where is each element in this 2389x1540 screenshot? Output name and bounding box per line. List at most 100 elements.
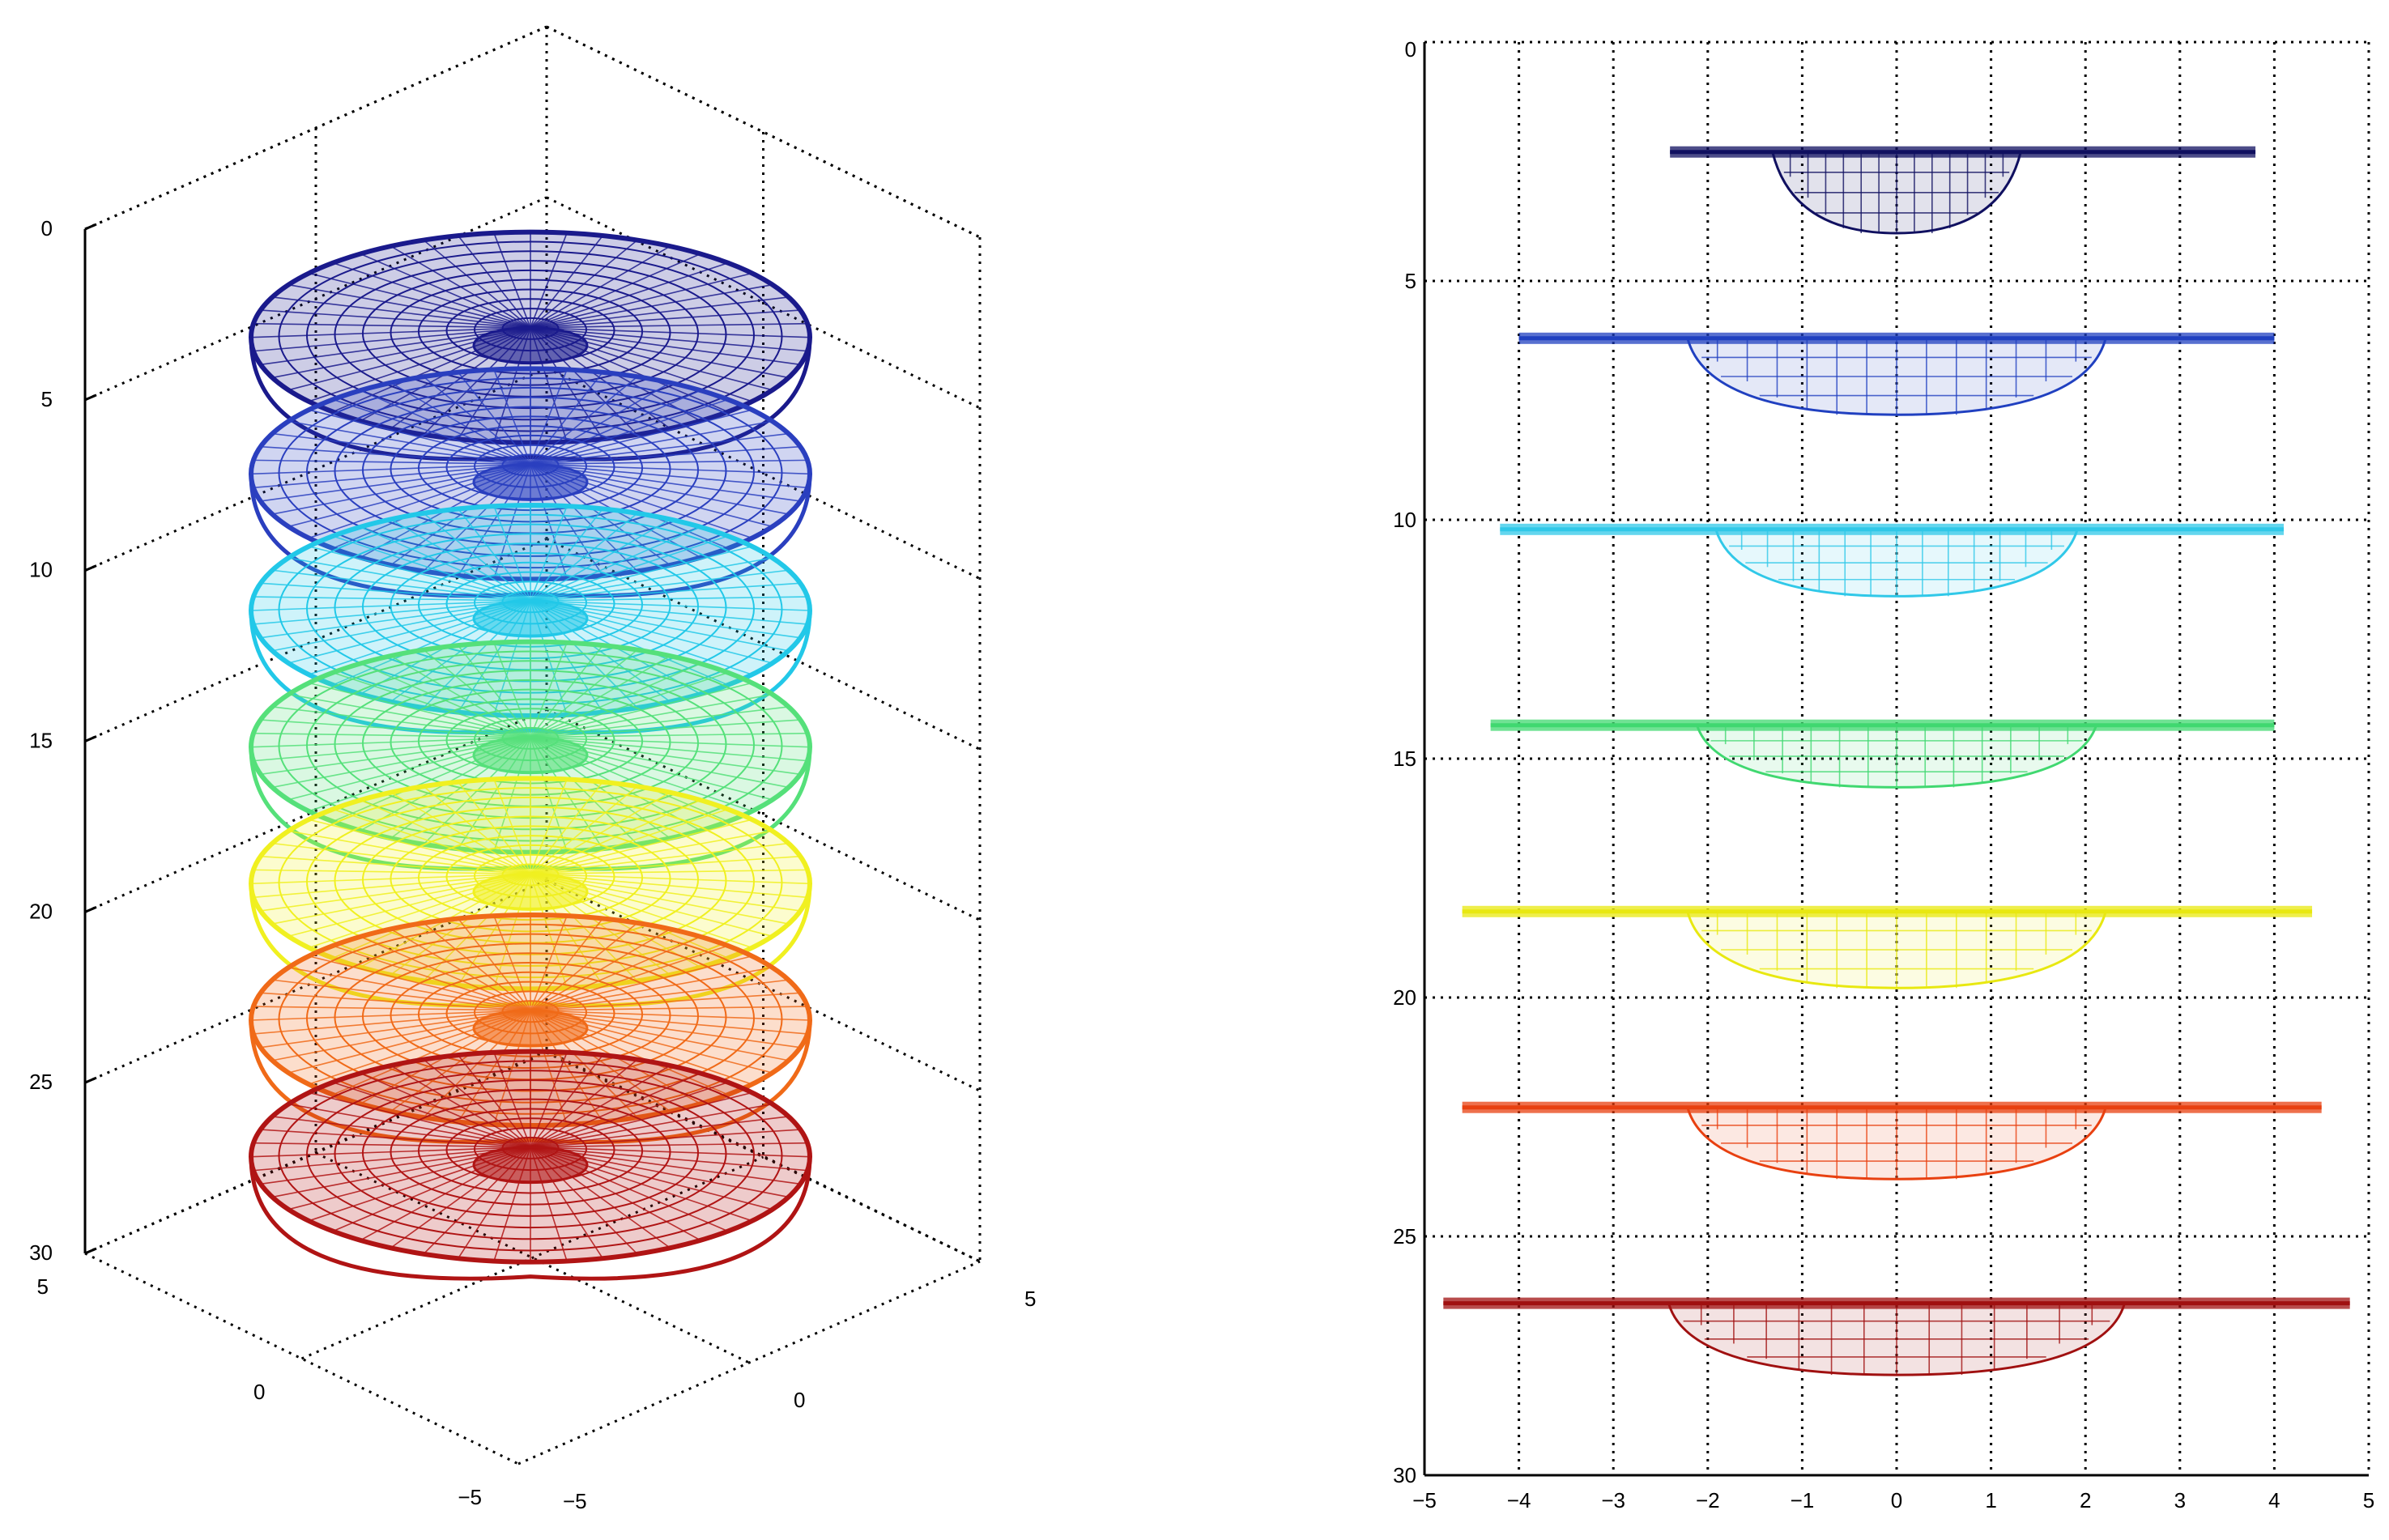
- layer-radial-line: [530, 1146, 811, 1158]
- profile-series: [1443, 1297, 2350, 1376]
- layer-radial-line: [360, 253, 531, 329]
- layer-radial-line: [332, 671, 531, 738]
- layer-radial-line: [530, 655, 671, 738]
- layer-radial-line: [260, 309, 531, 329]
- layer-radial-line: [253, 1142, 531, 1148]
- layer-radial-line: [530, 398, 729, 466]
- back-left-wall-z-grid: [84, 367, 547, 572]
- layer-radial-line: [530, 513, 638, 602]
- profile-series: [1462, 905, 2313, 989]
- z-tick-mark: [84, 1076, 97, 1084]
- layer-radial-line: [530, 936, 701, 1011]
- layer-radial-line: [360, 936, 531, 1011]
- layer-radial-line: [360, 1072, 531, 1148]
- layer-radial-line: [530, 272, 752, 329]
- layer-radial-line: [530, 979, 789, 1011]
- layer-radial-line: [530, 232, 568, 328]
- layer-radial-line: [423, 785, 531, 874]
- layer-radial-line: [530, 808, 729, 875]
- layer-radial-line: [530, 283, 773, 329]
- back-left-wall-z-grid: [84, 1049, 547, 1255]
- x-tick-label: −2: [1696, 1488, 1720, 1512]
- layer-radial-line: [530, 799, 701, 875]
- layer-radial-line: [332, 1081, 531, 1148]
- layer-surface: [249, 1049, 812, 1281]
- layer-radial-line: [390, 792, 531, 875]
- z-tick-mark: [84, 564, 97, 572]
- layer-surface: [249, 639, 812, 871]
- layer-radial-line: [288, 557, 531, 602]
- layer-radial-line: [423, 1058, 531, 1148]
- layer-radial-line: [530, 1065, 671, 1148]
- layer-radial-line: [530, 376, 638, 465]
- layer-radial-line: [493, 779, 531, 874]
- back-left-wall-z-grid: [84, 708, 547, 913]
- layer-radial-line: [272, 706, 531, 738]
- layer-radial-line: [253, 736, 531, 762]
- x-tick-label: −4: [1507, 1488, 1531, 1512]
- layer-radial-line: [272, 432, 531, 466]
- layer-radial-line: [458, 372, 531, 465]
- layer-radial-line: [360, 389, 531, 466]
- layer-radial-line: [288, 693, 531, 738]
- layer-radial-line: [530, 1054, 603, 1148]
- layer-radial-line: [530, 459, 808, 466]
- layer-radial-line: [530, 1091, 752, 1148]
- layer-radial-line: [530, 262, 729, 329]
- layer-radial-line: [493, 232, 531, 328]
- layer-radial-line: [288, 1103, 531, 1148]
- layer-radial-line: [530, 781, 603, 874]
- layer-radial-line: [530, 546, 752, 602]
- layer-radial-line: [530, 682, 752, 738]
- z-tick-mark: [84, 223, 97, 231]
- layer-radial-line: [530, 372, 603, 465]
- layer-radial-line: [530, 1116, 789, 1148]
- layer-radial-line: [530, 1146, 808, 1172]
- layer-radial-line: [253, 326, 531, 352]
- layer-radial-line: [253, 459, 531, 466]
- layer-radial-line: [253, 1146, 531, 1172]
- y-tick-label: 20: [1393, 985, 1416, 1010]
- layer-radial-line: [530, 1052, 568, 1147]
- layer-radial-line: [530, 1072, 701, 1148]
- layer-radial-line: [309, 682, 531, 738]
- layer-radial-line: [530, 662, 701, 738]
- layer-radial-line: [423, 376, 531, 465]
- layer-radial-line: [260, 719, 531, 738]
- layer-radial-line: [530, 671, 729, 738]
- layer-radial-line: [530, 596, 808, 602]
- layer-radial-line: [253, 1006, 531, 1011]
- layer-radial-line: [260, 855, 531, 875]
- layer-radial-line: [530, 600, 808, 625]
- profile-series: [1500, 523, 2285, 598]
- layer-radial-line: [530, 736, 811, 748]
- layer-radial-line: [260, 1129, 531, 1148]
- layer-radial-line: [530, 873, 808, 899]
- z-tick-label: 30: [29, 1240, 53, 1265]
- layer-radial-line: [250, 1010, 531, 1021]
- layer-radial-line: [309, 272, 531, 329]
- layer-dimple: [472, 599, 589, 638]
- z-tick-mark: [84, 1247, 97, 1255]
- layer-dimple: [472, 326, 589, 365]
- layer-radial-line: [288, 967, 531, 1011]
- layer-radial-line: [530, 508, 603, 602]
- layer-radial-line: [360, 799, 531, 875]
- z-tick-label: 25: [29, 1070, 53, 1094]
- z-tick-label: 15: [29, 729, 53, 753]
- y-tick-label: 30: [1393, 1463, 1416, 1487]
- layer-radial-line: [530, 296, 789, 329]
- layer-radial-line: [458, 508, 531, 602]
- z-tick-mark: [84, 905, 97, 913]
- layer-radial-line: [250, 873, 531, 885]
- layer-radial-line: [493, 369, 531, 465]
- layer-radial-line: [530, 719, 801, 738]
- layer-radial-line: [390, 655, 531, 738]
- x-tick-label: 1: [1985, 1488, 1996, 1512]
- layer-radial-line: [530, 557, 773, 602]
- layer-radial-line: [530, 1010, 808, 1035]
- layer-radial-line: [530, 253, 701, 329]
- layer-radial-line: [530, 1058, 638, 1148]
- layer-radial-line: [530, 535, 729, 602]
- z-tick-mark: [84, 394, 97, 402]
